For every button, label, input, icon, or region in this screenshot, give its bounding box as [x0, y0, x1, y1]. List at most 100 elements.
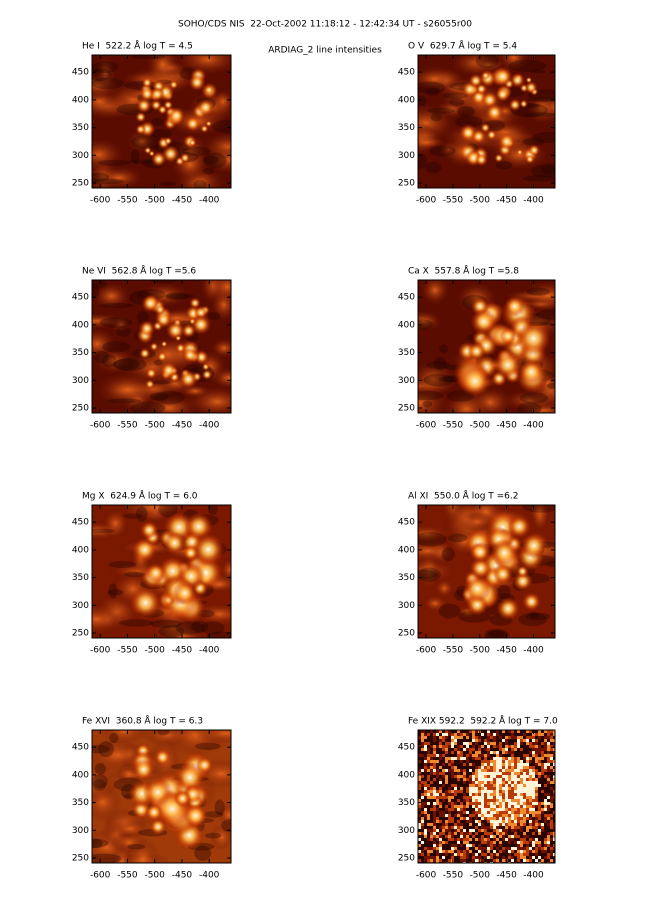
image-dark — [114, 357, 147, 371]
image-pixel — [418, 754, 421, 757]
image-pixel — [433, 826, 436, 829]
image-pixel — [496, 802, 499, 805]
image-pixel — [427, 769, 430, 772]
image-pixel — [511, 745, 514, 748]
image-pixel — [499, 802, 502, 805]
image-pixel — [424, 856, 427, 859]
image-pixel — [520, 853, 523, 856]
image-pixel — [475, 739, 478, 742]
image-pixel — [451, 799, 454, 802]
image-pixel — [505, 856, 508, 859]
image-pixel — [433, 793, 436, 796]
image-bright — [157, 351, 168, 362]
image-pixel — [541, 805, 544, 808]
image-pixel — [532, 814, 535, 817]
image-pixel — [451, 769, 454, 772]
image-pixel — [430, 742, 433, 745]
image-pixel — [517, 829, 520, 832]
image-pixel — [463, 850, 466, 853]
image-pixel — [520, 838, 523, 841]
image-pixel — [526, 811, 529, 814]
image-pixel — [553, 844, 555, 847]
image-pixel — [493, 766, 496, 769]
image-pixel — [508, 736, 511, 739]
image-pixel — [496, 805, 499, 808]
image-pixel — [427, 850, 430, 853]
image-pixel — [499, 844, 502, 847]
x-tick-label: -400 — [523, 421, 544, 431]
image-pixel — [439, 790, 442, 793]
image-pixel — [511, 769, 514, 772]
image-pixel — [463, 754, 466, 757]
image-pixel — [520, 775, 523, 778]
image-pixel — [472, 859, 475, 862]
image-pixel — [523, 802, 526, 805]
image-pixel — [505, 787, 508, 790]
image-pixel — [454, 745, 457, 748]
image-pixel — [475, 817, 478, 820]
image-pixel — [544, 781, 547, 784]
image-pixel — [535, 844, 538, 847]
image-pixel — [487, 742, 490, 745]
image-pixel — [424, 850, 427, 853]
image-pixel — [502, 808, 505, 811]
y-tick-label: 350 — [72, 123, 89, 133]
image-dark — [127, 843, 146, 850]
image-pixel — [448, 757, 451, 760]
image-pixel — [469, 739, 472, 742]
image-pixel — [493, 751, 496, 754]
image-pixel — [526, 799, 529, 802]
image-pixel — [508, 745, 511, 748]
image-pixel — [436, 859, 439, 862]
x-tick-label: -400 — [523, 871, 544, 881]
image-pixel — [433, 778, 436, 781]
image-pixel — [478, 793, 481, 796]
image-pixel — [463, 814, 466, 817]
image-pixel — [430, 769, 433, 772]
image-pixel — [544, 784, 547, 787]
image-pixel — [448, 745, 451, 748]
image-pixel — [463, 805, 466, 808]
image-pixel — [496, 856, 499, 859]
image-pixel — [430, 808, 433, 811]
image-pixel — [541, 802, 544, 805]
image-dark — [203, 167, 215, 175]
image-dark — [484, 628, 509, 638]
image-pixel — [541, 847, 544, 850]
image-pixel — [538, 832, 541, 835]
image-pixel — [550, 784, 553, 787]
image-pixel — [508, 784, 511, 787]
image-pixel — [418, 790, 421, 793]
image-pixel — [430, 832, 433, 835]
image-pixel — [520, 796, 523, 799]
image-pixel — [463, 793, 466, 796]
image-pixel — [436, 772, 439, 775]
image-pixel — [433, 796, 436, 799]
image-pixel — [424, 751, 427, 754]
image-pixel — [553, 742, 555, 745]
image-pixel — [502, 769, 505, 772]
image-pixel — [460, 829, 463, 832]
x-tick-label: -550 — [443, 196, 464, 206]
image-pixel — [547, 823, 550, 826]
image-pixel — [427, 844, 430, 847]
image-pixel — [517, 805, 520, 808]
image-pixel — [439, 817, 442, 820]
image-pixel — [514, 850, 517, 853]
image-pixel — [460, 805, 463, 808]
image-pixel — [445, 820, 448, 823]
image-pixel — [424, 757, 427, 760]
image-pixel — [484, 784, 487, 787]
image-pixel — [424, 802, 427, 805]
image-pixel — [490, 814, 493, 817]
image-pixel — [490, 775, 493, 778]
image-pixel — [538, 733, 541, 736]
image-pixel — [547, 832, 550, 835]
image-pixel — [481, 751, 484, 754]
image-pixel — [523, 763, 526, 766]
image-pixel — [517, 793, 520, 796]
image-pixel — [502, 730, 505, 733]
image-pixel — [451, 739, 454, 742]
image-pixel — [454, 802, 457, 805]
image-pixel — [541, 793, 544, 796]
